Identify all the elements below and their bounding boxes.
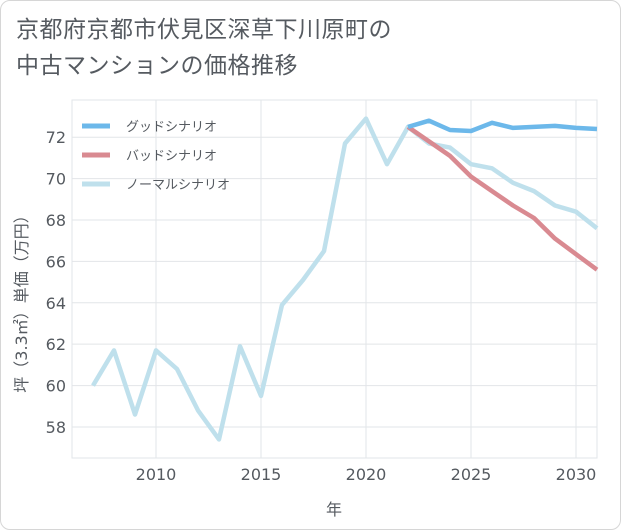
y-tick-label: 62 bbox=[46, 335, 66, 354]
x-axis-ticks: 2010 2015 2020 2025 2030 bbox=[136, 465, 597, 484]
plot-area bbox=[71, 99, 598, 459]
y-axis-ticks: 58 60 62 64 66 68 70 72 bbox=[46, 128, 66, 437]
x-tick-label: 2030 bbox=[556, 465, 597, 484]
x-tick-label: 2025 bbox=[451, 465, 492, 484]
y-tick-label: 72 bbox=[46, 128, 66, 147]
normal-scenario-line bbox=[91, 116, 599, 442]
y-tick-label: 66 bbox=[46, 252, 66, 271]
y-tick-label: 70 bbox=[46, 170, 66, 189]
good-scenario-line bbox=[407, 118, 598, 134]
legend-item-bad-label: バッドシナリオ bbox=[126, 149, 217, 164]
chart-title-line-1: 京都府京都市伏見区深草下川原町の bbox=[16, 17, 392, 43]
y-tick-label: 58 bbox=[46, 418, 66, 437]
x-tick-label: 2020 bbox=[346, 465, 387, 484]
chart-title-line-2: 中古マンションの価格推移 bbox=[16, 53, 298, 79]
y-tick-label: 68 bbox=[46, 211, 66, 230]
y-axis-label: 坪（3.3㎡）単価（万円） bbox=[12, 207, 31, 392]
y-tick-label: 60 bbox=[46, 377, 66, 396]
x-tick-label: 2010 bbox=[136, 465, 177, 484]
x-tick-label: 2015 bbox=[241, 465, 282, 484]
chart-title: 京都府京都市伏見区深草下川原町の 中古マンションの価格推移 bbox=[16, 12, 576, 84]
legend-item-good-label: グッドシナリオ bbox=[126, 120, 217, 135]
x-axis-label: 年 bbox=[326, 500, 342, 519]
y-tick-label: 64 bbox=[46, 294, 66, 313]
legend-item-normal-label: ノーマルシナリオ bbox=[126, 178, 230, 193]
bad-scenario-line bbox=[406, 125, 599, 272]
series-lines bbox=[91, 116, 599, 442]
